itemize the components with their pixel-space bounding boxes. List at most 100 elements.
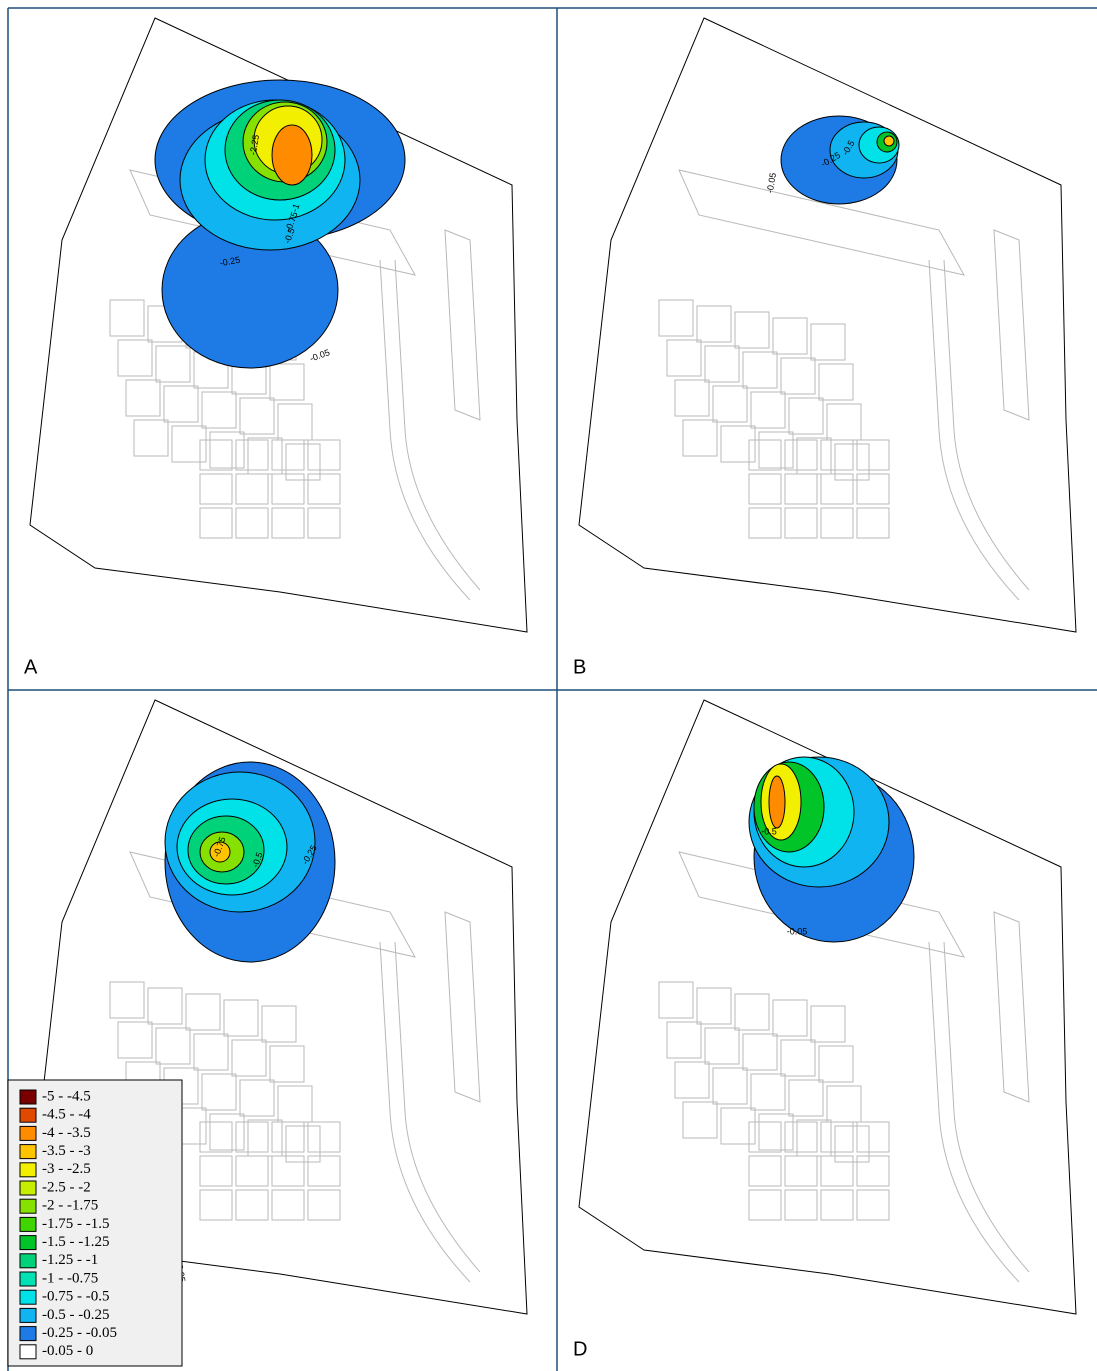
- building: [307, 1189, 341, 1221]
- legend-label: -5 - -4.5: [42, 1088, 91, 1104]
- legend-swatch: [19, 1253, 37, 1269]
- building: [201, 1073, 237, 1111]
- legend-label: -3 - -2.5: [42, 1161, 91, 1177]
- site-boundary: [578, 17, 1077, 633]
- legend-label: -0.25 - -0.05: [42, 1325, 117, 1341]
- building: [199, 1155, 233, 1187]
- legend-label: -2.5 - -2: [42, 1179, 91, 1195]
- building: [682, 419, 718, 457]
- legend-label: -0.75 - -0.5: [42, 1289, 110, 1305]
- building: [235, 1121, 269, 1153]
- site-boundary: [29, 17, 528, 633]
- pier: [678, 169, 1030, 421]
- panel-label: A: [24, 656, 38, 678]
- legend-swatch: [19, 1235, 37, 1251]
- building: [235, 1189, 269, 1221]
- legend-label: -1.75 - -1.5: [42, 1216, 110, 1232]
- road: [928, 259, 1030, 601]
- building: [193, 1033, 229, 1071]
- contour-label: -0.5: [761, 826, 777, 836]
- building: [155, 1027, 191, 1065]
- legend-swatch: [19, 1180, 37, 1196]
- building: [271, 1155, 305, 1187]
- contour-band: [883, 135, 895, 147]
- building: [285, 443, 321, 481]
- building: [163, 385, 199, 423]
- building: [748, 1189, 782, 1221]
- building: [834, 443, 870, 481]
- building: [674, 379, 710, 417]
- building: [784, 439, 818, 471]
- legend-swatch: [19, 1216, 37, 1232]
- legend-label: -1 - -0.75: [42, 1270, 98, 1286]
- building: [772, 999, 808, 1037]
- contour-label: -0.5: [250, 851, 265, 869]
- building: [748, 1155, 782, 1187]
- building: [223, 999, 259, 1037]
- building: [810, 323, 846, 361]
- building: [147, 987, 183, 1025]
- building: [666, 339, 702, 377]
- building: [742, 351, 778, 389]
- legend: -5 - -4.5 -4.5 - -4 -4 - -3.5 -3.5 - -3 -3 -…: [7, 1079, 183, 1367]
- building: [658, 299, 694, 337]
- building: [834, 1125, 870, 1163]
- building: [820, 1155, 854, 1187]
- building: [117, 339, 153, 377]
- road: [379, 259, 481, 601]
- building: [199, 473, 233, 505]
- legend-label: -4.5 - -4: [42, 1107, 91, 1123]
- building: [209, 1113, 245, 1151]
- building: [199, 507, 233, 539]
- building: [285, 1125, 321, 1163]
- building: [748, 1121, 782, 1153]
- building: [818, 1045, 854, 1083]
- building: [235, 507, 269, 539]
- contour-label: -0.05: [787, 926, 808, 936]
- building: [750, 391, 786, 429]
- building: [758, 431, 794, 469]
- building: [784, 1155, 818, 1187]
- building: [748, 507, 782, 539]
- building: [820, 1189, 854, 1221]
- building: [734, 311, 770, 349]
- contour-label: -0.5: [282, 227, 297, 245]
- contour-label: -0.05: [765, 172, 778, 194]
- building: [856, 507, 890, 539]
- building: [784, 473, 818, 505]
- contour-label: -0.25: [219, 255, 241, 268]
- building: [658, 981, 694, 1019]
- building: [856, 1121, 890, 1153]
- contour-label: -1: [289, 202, 301, 213]
- legend-swatch: [19, 1144, 37, 1160]
- building: [666, 1021, 702, 1059]
- map-panel: -0.05-0.25-0.5-0.75: [29, 699, 528, 1315]
- building: [820, 507, 854, 539]
- building: [185, 993, 221, 1031]
- building: [117, 1021, 153, 1059]
- site-boundary: [29, 699, 528, 1315]
- building: [780, 357, 816, 395]
- legend-swatch: [19, 1162, 37, 1178]
- building: [307, 1121, 341, 1153]
- building: [788, 1079, 824, 1117]
- panels: -0.05-0.25-0.5-0.75-1-2.25A-0.05-0.25-0.…: [24, 17, 1077, 1360]
- building: [784, 1189, 818, 1221]
- building: [271, 507, 305, 539]
- building: [788, 397, 824, 435]
- building: [856, 473, 890, 505]
- map-panel: -0.05-0.25-0.5B: [573, 17, 1077, 678]
- panel-label: D: [573, 1338, 587, 1360]
- building: [109, 299, 145, 337]
- building: [856, 1155, 890, 1187]
- legend-swatch: [19, 1307, 37, 1323]
- building: [125, 379, 161, 417]
- building: [712, 1067, 748, 1105]
- building: [682, 1101, 718, 1139]
- building: [856, 439, 890, 471]
- building: [784, 507, 818, 539]
- building: [199, 1121, 233, 1153]
- building: [307, 439, 341, 471]
- building: [199, 439, 233, 471]
